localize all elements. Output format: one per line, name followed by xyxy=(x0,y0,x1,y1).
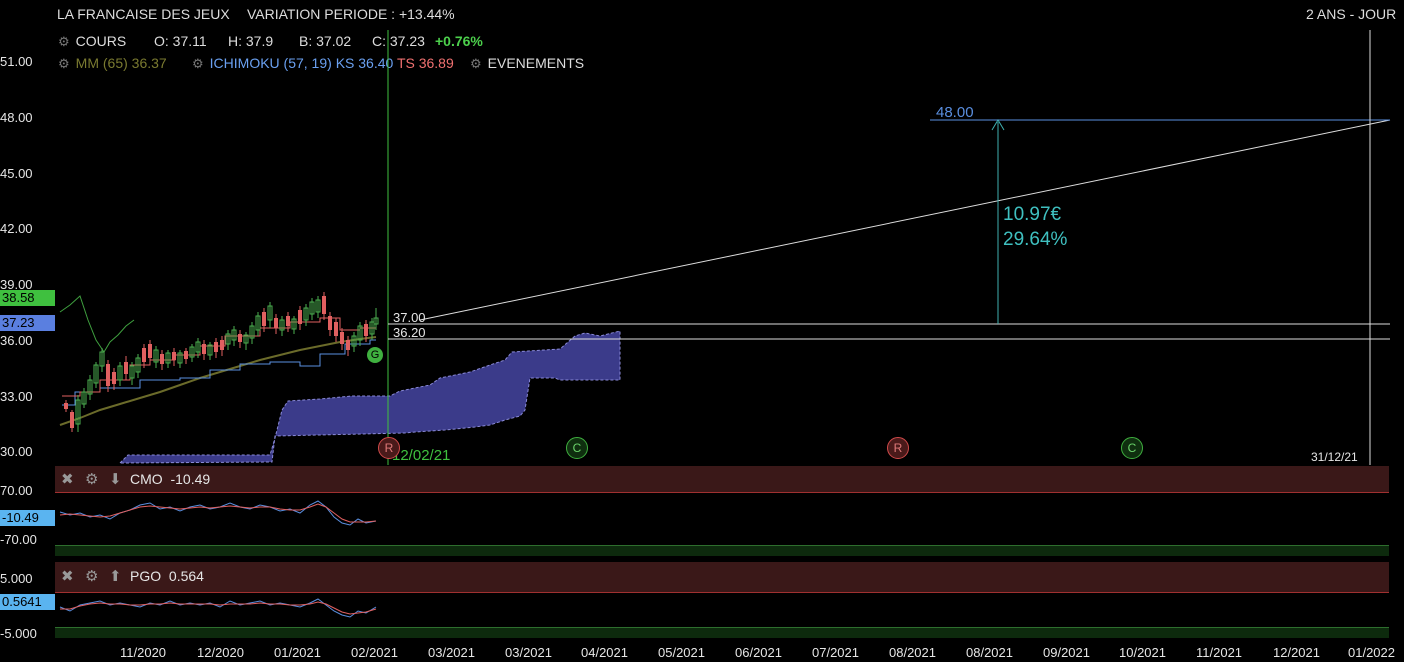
close-icon[interactable]: ✖ xyxy=(61,568,74,585)
mm-legend[interactable]: ⚙ MM (65) 36.37 xyxy=(58,55,167,72)
x-label: 12/2021 xyxy=(1273,645,1320,660)
event-r-marker[interactable]: R xyxy=(378,437,400,459)
target-label: 48.00 xyxy=(936,104,974,121)
gear-icon[interactable]: ⚙ xyxy=(58,56,70,71)
cours-legend[interactable]: ⚙ COURS xyxy=(58,33,126,50)
delta-pct: 29.64% xyxy=(1003,229,1068,250)
pgo-panel-footer xyxy=(55,627,1389,638)
close-icon[interactable]: ✖ xyxy=(61,471,74,488)
y-label: 30.00 xyxy=(0,444,33,459)
period-selector[interactable]: 2 ANS - JOUR xyxy=(1306,6,1397,22)
x-label: 06/2021 xyxy=(735,645,782,660)
y-label: 39.00 xyxy=(0,277,33,292)
events-label: EVENEMENTS xyxy=(487,55,585,71)
gear-icon[interactable]: ⚙ xyxy=(470,56,482,71)
pgo-chart xyxy=(59,598,377,618)
gear-icon[interactable]: ⚙ xyxy=(192,56,204,71)
open-value: O: 37.11 xyxy=(154,33,207,49)
ichimoku-cloud xyxy=(118,330,621,464)
y-label: 33.00 xyxy=(0,389,33,404)
end-date-label: 31/12/21 xyxy=(1311,450,1358,464)
x-label: 11/2020 xyxy=(120,645,167,660)
cmo-chart xyxy=(59,500,377,526)
x-label: 03/2021 xyxy=(428,645,475,660)
y-label: 48.00 xyxy=(0,110,33,125)
pgo-title: PGO 0.564 xyxy=(130,568,204,584)
arrow-down-icon[interactable]: ⬇ xyxy=(109,471,122,488)
level2-label: 36.20 xyxy=(393,325,426,340)
mm-line xyxy=(59,336,377,426)
y-label: 51.00 xyxy=(0,54,33,69)
high-value: H: 37.9 xyxy=(228,33,274,49)
gear-icon[interactable]: ⚙ xyxy=(85,471,99,488)
x-label: 01/2022 xyxy=(1348,645,1395,660)
x-label: 07/2021 xyxy=(812,645,859,660)
cours-label: COURS xyxy=(75,33,127,49)
x-label: 04/2021 xyxy=(581,645,628,660)
high-price-badge: 38.58 xyxy=(0,290,55,306)
cmo-panel-footer xyxy=(55,545,1389,556)
cmo-badge: -10.49 xyxy=(0,510,55,526)
cmo-ymin: -70.00 xyxy=(0,532,37,547)
y-label: 36.00 xyxy=(0,333,33,348)
pgo-panel-header: ✖ ⚙ ⬆ PGO 0.564 xyxy=(55,562,1389,593)
price-chart[interactable] xyxy=(0,0,1404,465)
x-label: 09/2021 xyxy=(1043,645,1090,660)
x-label: 03/2021 xyxy=(505,645,552,660)
change-value: +0.76% xyxy=(435,33,483,49)
close-price-badge: 37.23 xyxy=(0,315,55,331)
pgo-badge: 0.5641 xyxy=(0,594,55,610)
trend-line xyxy=(419,119,1391,321)
period-variation: VARIATION PERIODE : +13.44% xyxy=(247,6,455,22)
chikou-line xyxy=(59,295,135,353)
ks-label: KS 36.40 xyxy=(335,55,394,71)
event-r-marker[interactable]: R xyxy=(887,437,909,459)
ts-label: TS 36.89 xyxy=(396,55,454,71)
candles xyxy=(64,292,379,432)
gear-icon[interactable]: ⚙ xyxy=(85,568,99,585)
crosshair-date: 12/02/21 xyxy=(392,447,451,464)
gear-icon[interactable]: ⚙ xyxy=(58,34,70,49)
x-label: 08/2021 xyxy=(966,645,1013,660)
x-label: 01/2021 xyxy=(274,645,321,660)
ichimoku-legend[interactable]: ⚙ ICHIMOKU (57, 19) KS 36.40 TS 36.89 xyxy=(192,55,454,72)
pgo-ymax: 5.000 xyxy=(0,571,33,586)
cmo-panel-header: ✖ ⚙ ⬇ CMO -10.49 xyxy=(55,466,1389,493)
event-c-marker[interactable]: C xyxy=(566,437,588,459)
instrument-name: LA FRANCAISE DES JEUX xyxy=(57,6,230,22)
y-label: 45.00 xyxy=(0,166,33,181)
low-value: B: 37.02 xyxy=(299,33,352,49)
level1-label: 37.00 xyxy=(393,310,426,325)
x-label: 08/2021 xyxy=(889,645,936,660)
x-label: 02/2021 xyxy=(351,645,398,660)
y-label: 42.00 xyxy=(0,221,33,236)
x-label: 11/2021 xyxy=(1196,645,1243,660)
mm-label: MM (65) 36.37 xyxy=(75,55,167,71)
event-c-marker[interactable]: C xyxy=(1121,437,1143,459)
delta-value: 10.97€ xyxy=(1003,204,1062,225)
event-g-marker[interactable]: G xyxy=(367,347,383,363)
pgo-ymin: -5.000 xyxy=(0,626,37,641)
x-label: 05/2021 xyxy=(658,645,705,660)
cmo-ymax: 70.00 xyxy=(0,483,33,498)
x-label: 10/2021 xyxy=(1119,645,1166,660)
x-label: 12/2020 xyxy=(197,645,244,660)
cmo-title: CMO -10.49 xyxy=(130,471,211,487)
ichimoku-label: ICHIMOKU (57, 19) xyxy=(209,55,332,71)
arrow-up-icon[interactable]: ⬆ xyxy=(109,568,122,585)
close-value: C: 37.23 xyxy=(372,33,425,49)
events-legend[interactable]: ⚙ EVENEMENTS xyxy=(470,55,584,72)
